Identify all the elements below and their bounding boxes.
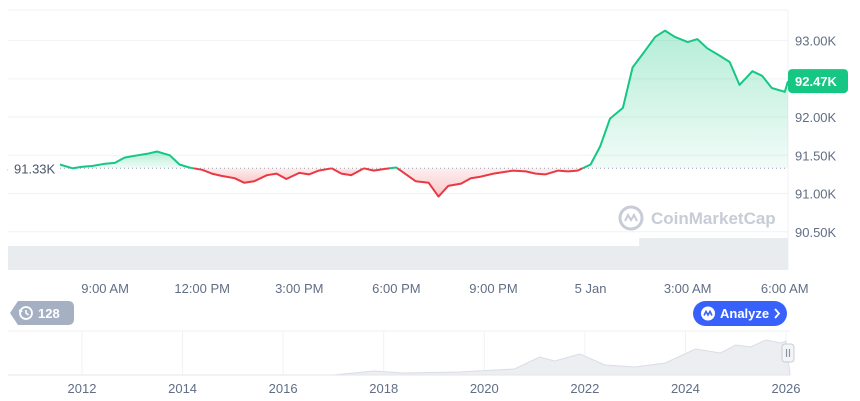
x-tick-label: 6:00 AM — [761, 281, 809, 296]
y-tick-label: 93.00K — [795, 34, 837, 49]
history-clock-icon — [18, 306, 33, 320]
price-line-down-segment — [331, 167, 365, 177]
y-tick-label: 92.00K — [795, 110, 837, 125]
down-fill-area — [331, 168, 364, 176]
navigator-year-label: 2018 — [369, 381, 398, 396]
analyze-logo-icon — [701, 306, 715, 321]
x-tick-label: 3:00 AM — [664, 281, 712, 296]
y-tick-label: 90.50K — [795, 225, 837, 240]
navigator-x-axis: 2012 2014 2016 2018 2020 2022 2024 2026 — [68, 381, 801, 396]
y-tick-label: 91.00K — [795, 187, 837, 202]
price-line-down-segment — [363, 167, 391, 172]
volume-bars — [8, 246, 788, 270]
down-fill-area — [193, 168, 332, 183]
coinmarketcap-logo-icon — [618, 205, 644, 231]
current-price-value: 92.47K — [795, 74, 838, 89]
x-tick-label: 12:00 PM — [174, 281, 230, 296]
x-tick-label: 6:00 PM — [372, 281, 420, 296]
y-tick-label: 91.50K — [795, 148, 837, 163]
up-fill-area — [10, 151, 194, 169]
coinmarketcap-watermark: CoinMarketCap — [618, 205, 776, 231]
x-axis: 9:00 AM 12:00 PM 3:00 PM 6:00 PM 9:00 PM 5 Ja… — [81, 281, 808, 296]
navigator-year-label: 2014 — [168, 381, 197, 396]
baseline-label: 91.33K — [8, 159, 60, 178]
price-line-up-segment — [389, 166, 399, 170]
navigator-handle[interactable] — [781, 343, 795, 363]
analyze-label: Analyze — [720, 306, 769, 321]
volume-bars — [639, 238, 788, 246]
chevron-right-icon — [774, 308, 781, 319]
navigator-year-label: 2024 — [671, 381, 700, 396]
volume-area — [8, 238, 788, 270]
x-tick-label: 3:00 PM — [275, 281, 323, 296]
price-line-down-segment — [193, 167, 332, 184]
price-line-down-segment — [396, 167, 583, 198]
navigator-year-label: 2026 — [772, 381, 801, 396]
watermark-text: CoinMarketCap — [651, 209, 776, 228]
baseline-value-label: 91.33K — [14, 161, 56, 176]
navigator-year-label: 2012 — [68, 381, 97, 396]
range-navigator — [8, 330, 791, 376]
up-fill-area — [582, 30, 788, 169]
navigator-year-label: 2016 — [269, 381, 298, 396]
x-tick-label: 5 Jan — [575, 281, 607, 296]
history-button[interactable]: 128 — [10, 301, 74, 325]
price-line-up-segment — [582, 29, 789, 170]
current-price-badge: 92.47K — [788, 69, 848, 94]
analyze-button[interactable]: Analyze — [693, 301, 787, 326]
x-tick-label: 9:00 PM — [469, 281, 517, 296]
navigator-year-label: 2020 — [470, 381, 499, 396]
x-tick-label: 9:00 AM — [81, 281, 129, 296]
navigator-year-label: 2022 — [570, 381, 599, 396]
price-fill-areas — [8, 30, 788, 197]
history-count: 128 — [38, 306, 60, 321]
navigator-price-area — [8, 339, 791, 376]
